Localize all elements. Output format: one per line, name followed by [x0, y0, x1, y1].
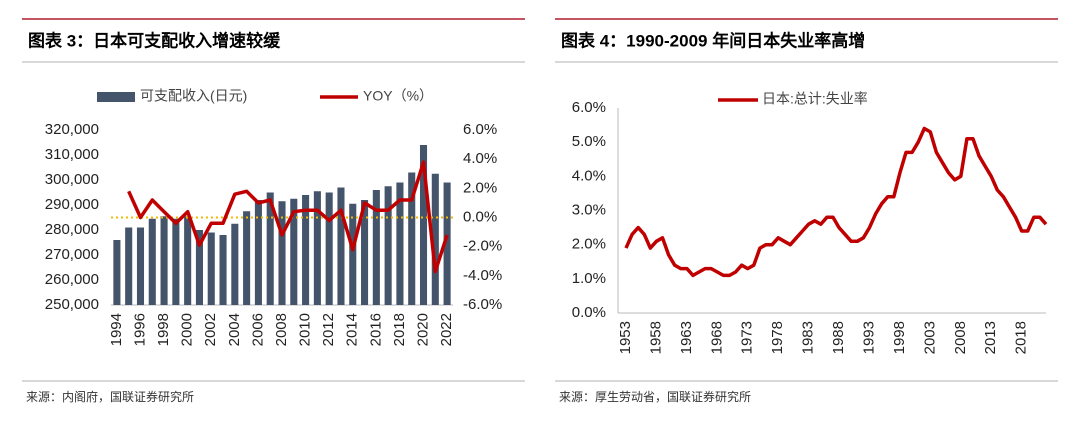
y-tick-label: 250,000: [45, 296, 99, 313]
x-tick-label: 2016: [367, 313, 384, 346]
y-tick-label: 320,000: [45, 121, 99, 138]
x-tick-label: 1994: [108, 313, 125, 346]
y-tick-label: 1.0%: [572, 270, 606, 287]
bar: [207, 232, 215, 305]
x-tick-label: 2022: [438, 313, 455, 346]
x-tick-label: 2018: [1013, 321, 1030, 354]
x-tick-label: 2002: [202, 313, 219, 346]
bar: [136, 227, 145, 305]
y-tick-label: 6.0%: [572, 99, 606, 116]
source-note: 来源：内阁府，国联证券研究所: [26, 389, 194, 404]
legend-label: YOY（%）: [363, 88, 433, 104]
figure-heading: 图表 4：1990-2009 年间日本失业率高增: [561, 30, 865, 50]
bar: [396, 182, 404, 305]
x-tick-label: 2018: [391, 313, 408, 346]
line-series: [624, 126, 1048, 278]
bar: [148, 218, 156, 305]
x-tick-label: 2008: [273, 313, 290, 346]
x-tick-label: 2010: [297, 313, 314, 346]
bar: [184, 216, 192, 305]
bar: [419, 145, 428, 305]
y2-tick-label: -2.0%: [463, 238, 502, 255]
x-tick-label: 1993: [860, 321, 877, 354]
bar: [384, 186, 392, 305]
bar: [372, 190, 380, 305]
bar: [113, 240, 121, 305]
legend-label: 日本:总计:失业率: [762, 91, 868, 107]
bar: [278, 201, 286, 305]
x-tick-label: 2020: [414, 313, 431, 346]
bar: [325, 192, 333, 305]
x-tick-label: 1983: [800, 321, 817, 354]
x-tick-label: 2012: [320, 313, 337, 346]
y-tick-label: 3.0%: [572, 201, 606, 218]
x-tick-label: 2006: [249, 313, 266, 346]
x-tick-label: 2008: [952, 321, 969, 354]
legend-label: 可支配收入(日元): [140, 88, 247, 104]
y-tick-label: 300,000: [45, 171, 99, 188]
bar: [443, 182, 451, 305]
y-tick-label: 270,000: [45, 246, 99, 263]
bar: [302, 195, 310, 305]
x-tick-label: 1998: [155, 313, 172, 346]
x-tick-label: 2013: [982, 321, 999, 354]
y2-tick-label: 0.0%: [463, 208, 497, 225]
bar: [266, 192, 274, 305]
y2-tick-label: -6.0%: [463, 296, 502, 313]
bar: [431, 173, 439, 305]
bar: [408, 172, 416, 305]
y-tick-label: 290,000: [45, 196, 99, 213]
y2-tick-label: 4.0%: [463, 150, 497, 167]
bar: [243, 211, 251, 305]
x-tick-label: 2003: [921, 321, 938, 354]
bar: [313, 191, 321, 305]
x-tick-label: 1958: [647, 321, 664, 354]
y-tick-label: 260,000: [45, 271, 99, 288]
bar: [361, 200, 369, 305]
x-tick-label: 2004: [226, 313, 243, 346]
line-series: [127, 160, 449, 274]
y-tick-label: 2.0%: [572, 236, 606, 253]
x-tick-label: 1998: [891, 321, 908, 354]
x-tick-label: 1963: [678, 321, 695, 354]
x-tick-label: 2000: [179, 313, 196, 346]
x-tick-label: 1988: [830, 321, 847, 354]
legend-swatch: [97, 92, 135, 102]
x-tick-label: 1973: [739, 321, 756, 354]
x-tick-label: 1996: [131, 313, 148, 346]
x-tick-label: 1978: [769, 321, 786, 354]
bar: [349, 203, 357, 305]
y2-tick-label: 6.0%: [463, 121, 497, 138]
y-tick-label: 280,000: [45, 221, 99, 238]
bar: [337, 187, 345, 305]
bar: [254, 200, 262, 305]
y-tick-label: 5.0%: [572, 133, 606, 150]
figure-heading: 图表 3：日本可支配收入增速较缓: [28, 30, 281, 50]
y2-tick-label: 2.0%: [463, 179, 497, 196]
bar: [195, 230, 203, 305]
x-tick-label: 2014: [344, 313, 361, 346]
bar: [125, 227, 133, 305]
y-tick-label: 310,000: [45, 146, 99, 163]
y-tick-label: 0.0%: [572, 304, 606, 321]
bar: [172, 218, 180, 305]
y2-tick-label: -4.0%: [463, 267, 502, 284]
x-tick-label: 1968: [708, 321, 725, 354]
bar: [290, 198, 298, 305]
bar: [160, 216, 168, 305]
bar: [219, 235, 227, 305]
source-note: 来源：厚生劳动省，国联证券研究所: [559, 389, 751, 404]
bar: [231, 223, 239, 305]
y-tick-label: 4.0%: [572, 167, 606, 184]
x-tick-label: 1953: [617, 321, 634, 354]
